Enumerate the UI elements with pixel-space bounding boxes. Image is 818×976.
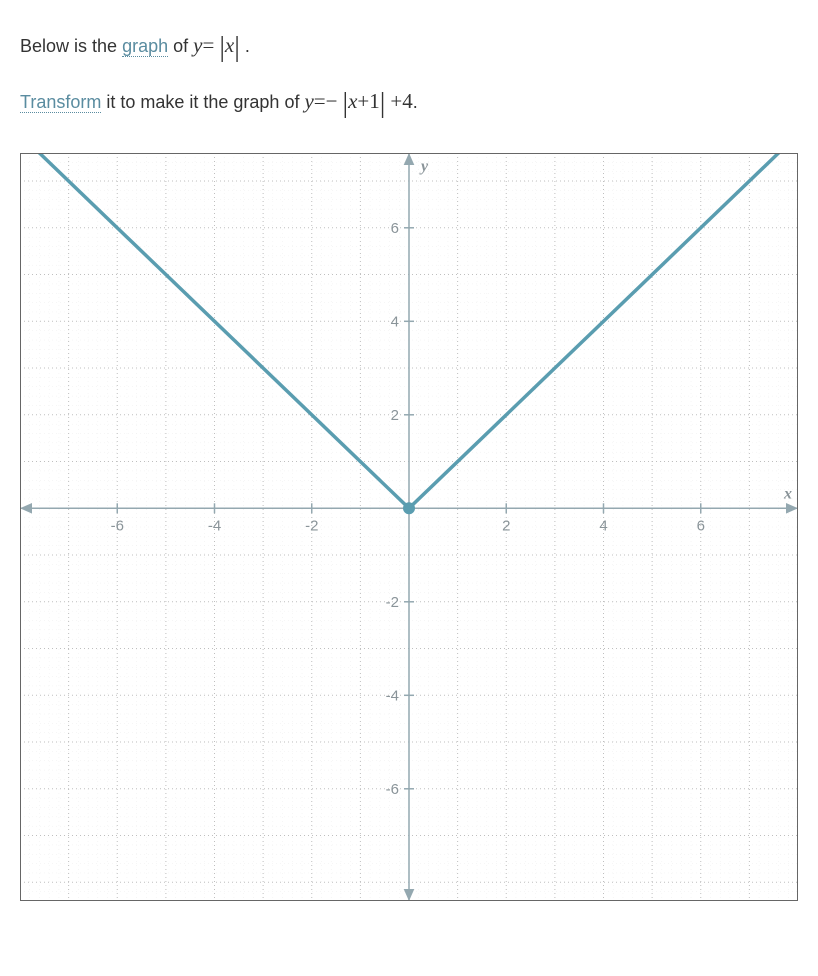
- svg-text:6: 6: [391, 220, 399, 237]
- line1-period: .: [245, 36, 250, 56]
- eq2-plus2: +: [390, 89, 402, 113]
- line1-pre: Below is the: [20, 36, 122, 56]
- graph-plot[interactable]: -6 -4 -2 2 4 6 -6 -4 -2 2 4 6 y x: [20, 153, 798, 901]
- eq2-four: 4: [402, 89, 413, 113]
- graph-link[interactable]: graph: [122, 36, 168, 57]
- prompt-line2: Transform it to make it the graph of y=−…: [20, 76, 798, 124]
- vertex-handle[interactable]: [403, 502, 415, 514]
- svg-text:-6: -6: [386, 781, 399, 798]
- eq2-neg: −: [326, 89, 338, 113]
- svg-text:y: y: [419, 158, 429, 175]
- eq2-lhs: y: [304, 89, 313, 113]
- eq2-abs-right: |: [380, 88, 386, 119]
- eq2-eq: =: [314, 89, 326, 113]
- svg-text:-4: -4: [208, 517, 221, 534]
- eq1-abs-left: |: [219, 32, 225, 63]
- line2-period: .: [413, 92, 418, 112]
- eq2-plus1: +: [357, 89, 369, 113]
- svg-text:4: 4: [599, 517, 607, 534]
- svg-text:-6: -6: [111, 517, 124, 534]
- svg-text:-2: -2: [386, 594, 399, 611]
- svg-text:2: 2: [502, 517, 510, 534]
- svg-text:-2: -2: [305, 517, 318, 534]
- problem-prompt: Below is the graph of y= |x| . Transform…: [20, 20, 798, 123]
- prompt-line1: Below is the graph of y= |x| .: [20, 20, 798, 68]
- svg-text:x: x: [783, 485, 792, 502]
- line2-post: it to make it the graph of: [101, 92, 304, 112]
- svg-text:2: 2: [391, 407, 399, 424]
- line1-post: of: [168, 36, 193, 56]
- eq1-rhs: x: [225, 33, 234, 57]
- svg-text:4: 4: [391, 313, 399, 330]
- eq2-one: 1: [369, 89, 380, 113]
- eq1-abs-right: |: [234, 32, 240, 63]
- svg-text:6: 6: [697, 517, 705, 534]
- eq2-abs-left: |: [342, 88, 348, 119]
- eq1-eq: =: [202, 33, 214, 57]
- transform-link[interactable]: Transform: [20, 92, 101, 113]
- chart-svg[interactable]: -6 -4 -2 2 4 6 -6 -4 -2 2 4 6 y x: [20, 153, 798, 901]
- svg-text:-4: -4: [386, 687, 399, 704]
